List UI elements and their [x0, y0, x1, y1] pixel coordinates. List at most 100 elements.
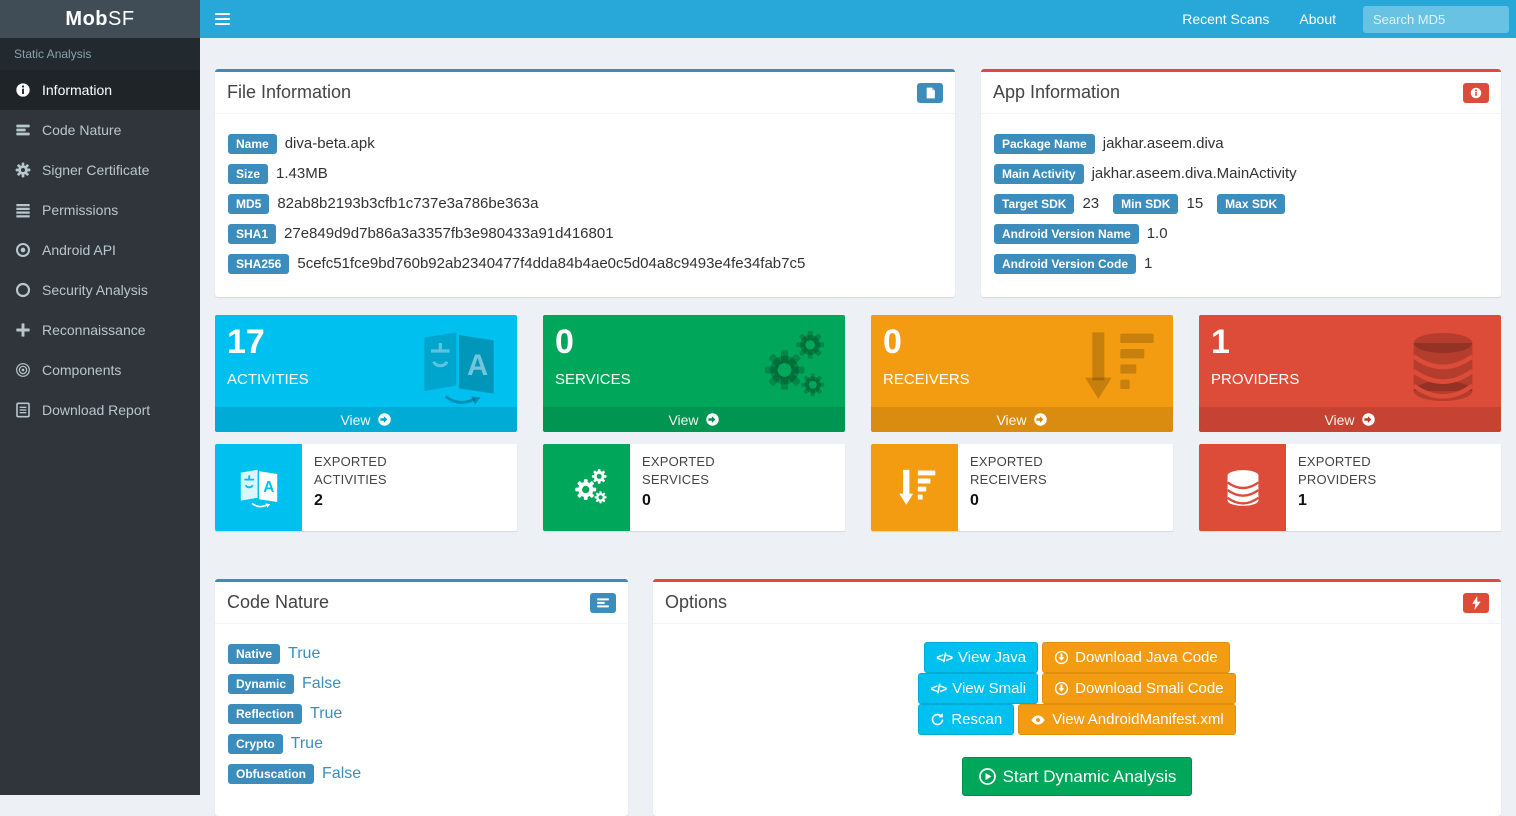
refresh-icon — [930, 712, 945, 727]
sidebar-section-title: Static Analysis — [0, 38, 200, 70]
sidebar-toggle-icon[interactable] — [215, 0, 255, 38]
rescan-button[interactable]: Rescan — [918, 704, 1014, 735]
download-java-label: Download Java Code — [1075, 648, 1218, 667]
sidebar-item-android-api[interactable]: Android API — [0, 230, 200, 270]
download-smali-button[interactable]: Download Smali Code — [1042, 673, 1235, 704]
bolt-icon[interactable] — [1463, 593, 1489, 613]
receivers-view-link[interactable]: View — [871, 407, 1173, 432]
list-icon — [15, 202, 31, 218]
main-activity-badge: Main Activity — [994, 164, 1084, 184]
dot-circle-icon — [15, 242, 31, 258]
providers-stat-card: 1 PROVIDERS View — [1199, 315, 1501, 432]
code-nature-title: Code Nature — [227, 592, 329, 613]
sidebar-item-label: Signer Certificate — [42, 162, 149, 178]
rescan-label: Rescan — [951, 710, 1002, 729]
navbar: Recent Scans About — [200, 0, 1516, 38]
database-icon — [1399, 327, 1487, 407]
sidebar-item-information[interactable]: Information — [0, 70, 200, 110]
sha256-badge: SHA256 — [228, 254, 289, 274]
sidebar-item-label: Download Report — [42, 402, 150, 418]
exported-services-card: EXPORTED SERVICES 0 — [543, 444, 845, 531]
exported-label-line1: EXPORTED — [1298, 453, 1376, 471]
file-name-value: diva-beta.apk — [285, 135, 375, 152]
svg-text:A: A — [263, 479, 274, 496]
activities-stat-card: 17 ACTIVITIES A View — [215, 315, 517, 432]
sidebar-item-permissions[interactable]: Permissions — [0, 190, 200, 230]
nav-link-about[interactable]: About — [1284, 0, 1351, 38]
dynamic-badge: Dynamic — [228, 674, 294, 694]
start-dynamic-analysis-button[interactable]: Start Dynamic Analysis — [962, 757, 1193, 796]
sha1-badge: SHA1 — [228, 224, 276, 244]
view-label: View — [996, 412, 1026, 428]
view-java-button[interactable]: </>View Java — [924, 642, 1038, 673]
download-java-button[interactable]: Download Java Code — [1042, 642, 1230, 673]
exported-providers-count: 1 — [1298, 492, 1376, 510]
package-name-value: jakhar.aseem.diva — [1103, 135, 1224, 152]
dynamic-value: False — [302, 675, 341, 693]
eye-icon — [1030, 713, 1046, 727]
info-circle-icon[interactable] — [1463, 83, 1489, 103]
start-dynamic-analysis-label: Start Dynamic Analysis — [1003, 767, 1177, 786]
file-icon[interactable] — [917, 83, 943, 103]
android-version-name-value: 1.0 — [1147, 225, 1168, 242]
gears-icon — [564, 467, 610, 509]
view-manifest-button[interactable]: View AndroidManifest.xml — [1018, 704, 1235, 735]
sort-amount-desc-icon — [1071, 327, 1159, 407]
sidebar-item-code-nature[interactable]: Code Nature — [0, 110, 200, 150]
exported-label-line1: EXPORTED — [314, 453, 387, 471]
arrow-circle-right-icon — [1033, 412, 1048, 427]
target-sdk-value: 23 — [1082, 195, 1099, 212]
services-stat-card: 0 SERVICES View — [543, 315, 845, 432]
download-smali-label: Download Smali Code — [1075, 679, 1223, 698]
exported-label-line1: EXPORTED — [642, 453, 715, 471]
app-information-title: App Information — [993, 82, 1120, 103]
sidebar-item-download-report[interactable]: Download Report — [0, 390, 200, 430]
view-java-label: View Java — [958, 648, 1026, 667]
database-icon — [1220, 467, 1266, 509]
activities-view-link[interactable]: View — [215, 407, 517, 432]
file-information-title: File Information — [227, 82, 351, 103]
native-badge: Native — [228, 644, 280, 664]
search-input[interactable] — [1363, 6, 1509, 33]
exported-label-line2: RECEIVERS — [970, 471, 1047, 489]
sidebar-item-signer-certificate[interactable]: Signer Certificate — [0, 150, 200, 190]
receivers-stat-card: 0 RECEIVERS View — [871, 315, 1173, 432]
sidebar-item-label: Components — [42, 362, 121, 378]
max-sdk-badge: Max SDK — [1217, 194, 1285, 214]
sidebar-item-label: Permissions — [42, 202, 118, 218]
sidebar-item-security-analysis[interactable]: Security Analysis — [0, 270, 200, 310]
sidebar-item-reconnaissance[interactable]: Reconnaissance — [0, 310, 200, 350]
gear-icon — [15, 162, 31, 178]
size-badge: Size — [228, 164, 268, 184]
sidebar-item-label: Reconnaissance — [42, 322, 146, 338]
exported-label-line1: EXPORTED — [970, 453, 1047, 471]
view-smali-label: View Smali — [952, 679, 1026, 698]
circle-icon — [15, 282, 31, 298]
nav-link-recent-scans[interactable]: Recent Scans — [1167, 0, 1284, 38]
sidebar-item-label: Android API — [42, 242, 116, 258]
exported-services-count: 0 — [642, 492, 715, 510]
sha256-value: 5cefc51fce9bd760b92ab2340477f4dda84b4ae0… — [297, 255, 805, 272]
target-sdk-badge: Target SDK — [994, 194, 1074, 214]
sidebar-item-components[interactable]: Components — [0, 350, 200, 390]
providers-view-link[interactable]: View — [1199, 407, 1501, 432]
view-smali-button[interactable]: </>View Smali — [918, 673, 1038, 704]
services-view-link[interactable]: View — [543, 407, 845, 432]
package-name-badge: Package Name — [994, 134, 1095, 154]
arrow-circle-right-icon — [1361, 412, 1376, 427]
exported-providers-card: EXPORTED PROVIDERS 1 — [1199, 444, 1501, 531]
tasks-icon[interactable] — [590, 593, 616, 613]
info-circle-icon — [15, 82, 31, 98]
